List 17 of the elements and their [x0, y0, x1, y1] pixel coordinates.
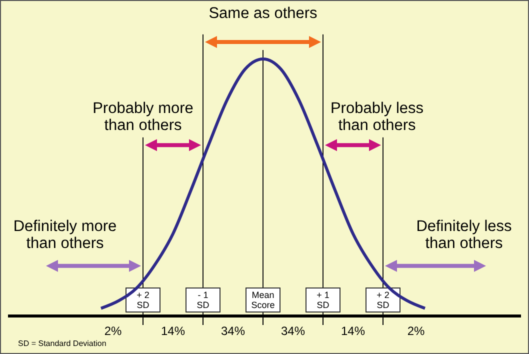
x-tick-label: - 1 SD: [196, 290, 210, 310]
x-tick-label: + 2 SD: [136, 290, 150, 310]
text: 34%: [220, 324, 246, 338]
x-tick-label: + 2 SD: [376, 290, 390, 310]
annotation: Probably more than others: [92, 100, 194, 134]
annotation: Probably less than others: [330, 100, 424, 134]
text: 2%: [407, 324, 425, 338]
annotation: Definitely less than others: [416, 218, 512, 252]
text: 2%: [104, 324, 122, 338]
text: Same as others: [208, 4, 318, 22]
text: 14%: [340, 324, 366, 338]
x-tick-label: + 1 SD: [316, 290, 330, 310]
text: SD = Standard Deviation: [18, 339, 106, 348]
text: 14%: [160, 324, 186, 338]
x-tick-label: Mean Score: [251, 290, 275, 310]
text: 34%: [280, 324, 306, 338]
annotation: Definitely more than others: [13, 218, 117, 252]
